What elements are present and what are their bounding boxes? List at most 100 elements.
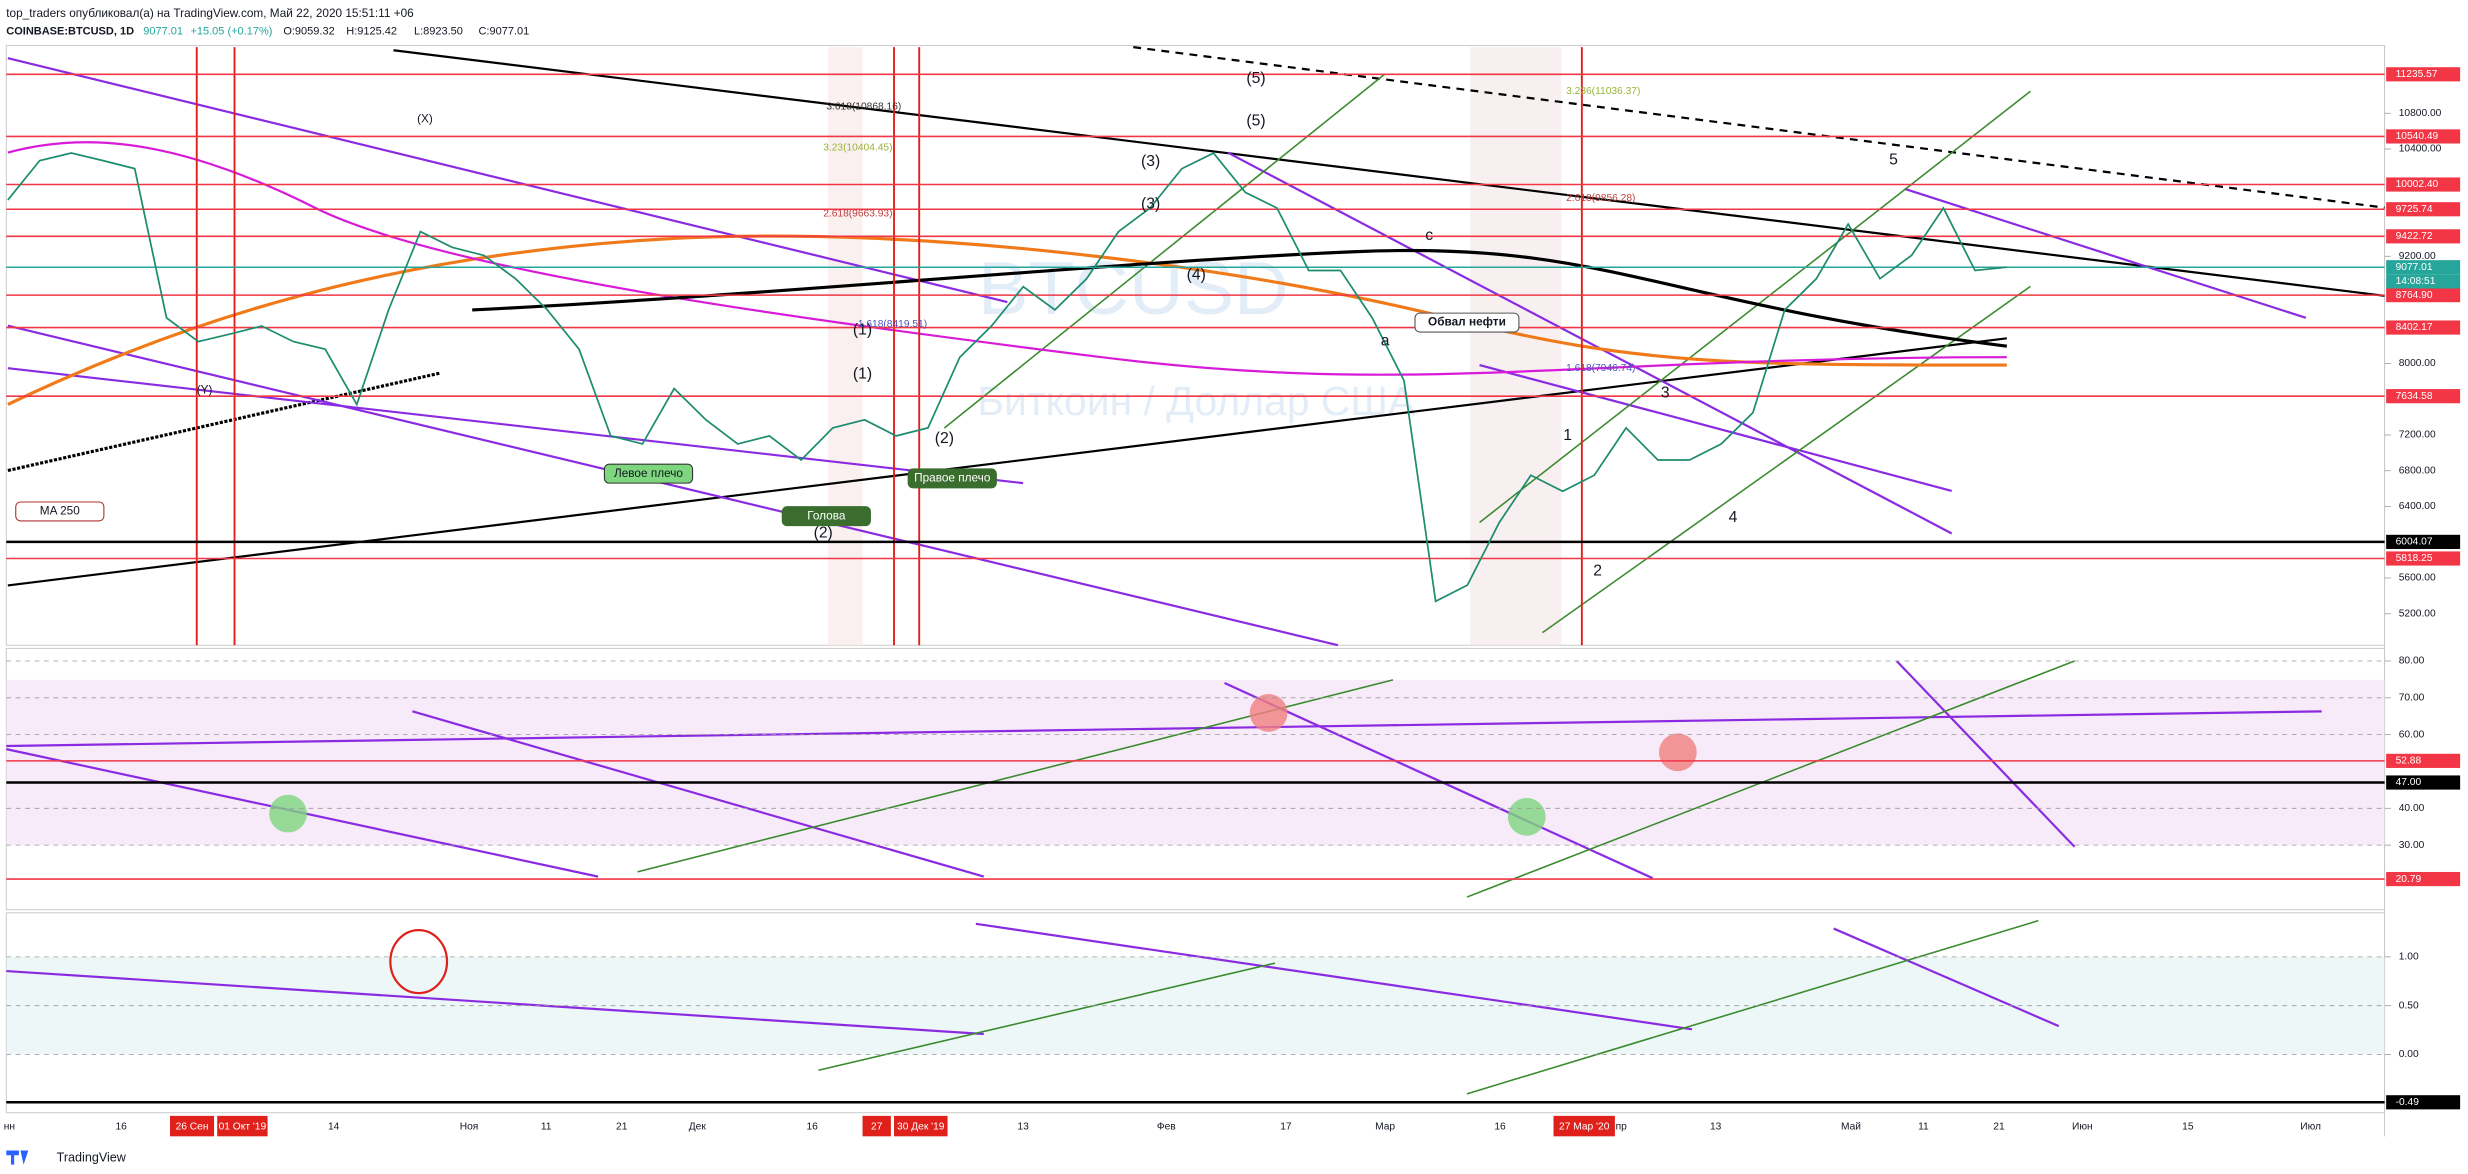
time-label: Май: [1841, 1122, 1861, 1133]
axis-label: 10400.00: [2399, 144, 2442, 155]
fib-label: 1.618(8419.51): [858, 319, 927, 330]
date-highlight: [894, 1115, 948, 1137]
date-highlight-label: 01 Окт '19: [219, 1122, 267, 1133]
fib-label: 2.618(9663.93): [823, 209, 892, 220]
price-marker-label: 7634.58: [2396, 391, 2433, 402]
axis-label: 5200.00: [2399, 608, 2436, 619]
annotation: (1): [853, 366, 872, 383]
price-line: [7, 151, 2007, 603]
vertical-markers: [195, 47, 1583, 646]
price-marker: [2386, 551, 2461, 566]
annotation: MA 250: [40, 504, 80, 518]
axis-label: 0.50: [2399, 1000, 2419, 1011]
annotation: 4: [1729, 509, 1738, 526]
price-marker: [2386, 1095, 2461, 1110]
annotation: Правое плечо: [914, 471, 991, 485]
high: H:9125.42: [346, 25, 397, 37]
annotation-box: [781, 506, 871, 527]
axis-label: 10800.00: [2399, 108, 2442, 119]
annotation-box: [907, 468, 997, 489]
osc-band: [6, 956, 2385, 1055]
axis-label: 40.00: [2399, 803, 2425, 814]
axis-label: 6800.00: [2399, 465, 2436, 476]
price-marker: [2386, 260, 2461, 275]
price-marker-label: 6004.07: [2396, 537, 2433, 548]
annotation: (2): [814, 525, 833, 542]
annotation: (1): [853, 322, 872, 339]
annotation: (5): [1246, 112, 1265, 129]
axis-label: 60.00: [2399, 729, 2425, 740]
price-marker-label: 8402.17: [2396, 322, 2433, 333]
low: L:8923.50: [414, 25, 463, 37]
price-marker: [2386, 288, 2461, 303]
fib-label: 2.618(9856.28): [1566, 193, 1635, 204]
price-marker-label: 47.00: [2396, 777, 2422, 788]
time-label: 21: [1993, 1122, 2005, 1133]
time-label: пр: [1616, 1122, 1628, 1133]
time-label: Июл: [2300, 1122, 2321, 1133]
axis-label: 7200.00: [2399, 430, 2436, 441]
price-marker: [2386, 753, 2461, 768]
price-marker-label: -0.49: [2396, 1097, 2420, 1108]
annotation-box: [603, 463, 694, 484]
time-label: 11: [1918, 1122, 1929, 1133]
time-label: 16: [116, 1122, 128, 1133]
price-marker: [2386, 177, 2461, 192]
fib-label: 3.23(10404.45): [823, 143, 892, 154]
price-marker-label: 20.79: [2396, 874, 2422, 885]
annotation: (3): [1141, 153, 1160, 170]
watermark-name: Биткоин / Доллар США: [977, 378, 1416, 424]
time-label: Июн: [2072, 1122, 2093, 1133]
annotation: 2: [1593, 562, 1602, 579]
time-label: Дек: [689, 1122, 707, 1133]
symbol: COINBASE:BTCUSD, 1D: [6, 25, 134, 37]
price-marker: [2386, 871, 2461, 887]
price-marker: [2386, 389, 2461, 404]
axis-label: 1.00: [2399, 952, 2419, 963]
countdown-box: [2386, 274, 2461, 289]
price-marker: [2386, 534, 2461, 549]
annotation: (4): [1187, 267, 1206, 284]
last: 9077.01: [143, 25, 183, 37]
price-marker-label: 8764.90: [2396, 290, 2433, 301]
time-label: 17: [1280, 1122, 1292, 1133]
date-highlight-label: 30 Дек '19: [897, 1122, 945, 1133]
time-label: 16: [806, 1122, 818, 1133]
annotation: (2): [935, 430, 954, 447]
date-highlight: [169, 1115, 215, 1137]
price-marker: [2386, 229, 2461, 244]
price-marker: [2386, 129, 2461, 144]
time-label: 11: [541, 1122, 552, 1133]
annotation: (Y): [197, 382, 213, 396]
date-highlight-label: 27: [871, 1122, 883, 1133]
annotation: (X): [417, 112, 433, 126]
close: C:9077.01: [478, 25, 529, 37]
annotation-box: [15, 501, 105, 522]
time-label: Мар: [1375, 1122, 1395, 1133]
fib-label: 3.236(11036.37): [1566, 86, 1640, 97]
footer-brand: TradingView: [57, 1151, 127, 1165]
fib-label: 3.618(10868.16): [826, 102, 901, 113]
author-line: top_traders опубликовал(а) на TradingVie…: [6, 6, 414, 20]
price-marker-label: 9422.72: [2396, 231, 2433, 242]
rsi-band: [6, 679, 2385, 846]
time-label: 16: [1494, 1122, 1506, 1133]
time-label: 21: [616, 1122, 628, 1133]
annotation: a: [1381, 333, 1390, 350]
time-label: Фев: [1157, 1122, 1176, 1133]
price-marker-label: 5818.25: [2396, 553, 2433, 564]
time-label: 13: [1017, 1122, 1029, 1133]
change: +15.05 (+0.17%): [190, 25, 272, 37]
fib-label: 1.618(7946.74): [1566, 363, 1635, 374]
price-marker-label: 10540.49: [2396, 131, 2439, 142]
price-marker: [2386, 202, 2461, 217]
time-label: 13: [1710, 1122, 1722, 1133]
price-marker-label: 52.88: [2396, 756, 2422, 767]
open: O:9059.32: [283, 25, 334, 37]
highlight-zone: [827, 47, 863, 646]
axis-label: 8000.00: [2399, 358, 2436, 369]
date-highlight: [217, 1115, 268, 1137]
annotation: 3: [1661, 385, 1670, 402]
